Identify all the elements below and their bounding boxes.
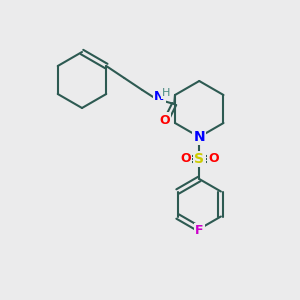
Text: N: N <box>154 91 164 103</box>
Text: F: F <box>195 224 203 238</box>
Text: N: N <box>194 130 205 144</box>
Text: O: O <box>180 152 190 166</box>
Text: S: S <box>194 152 204 166</box>
Text: H: H <box>162 88 170 98</box>
Text: O: O <box>208 152 219 166</box>
Text: O: O <box>159 113 169 127</box>
